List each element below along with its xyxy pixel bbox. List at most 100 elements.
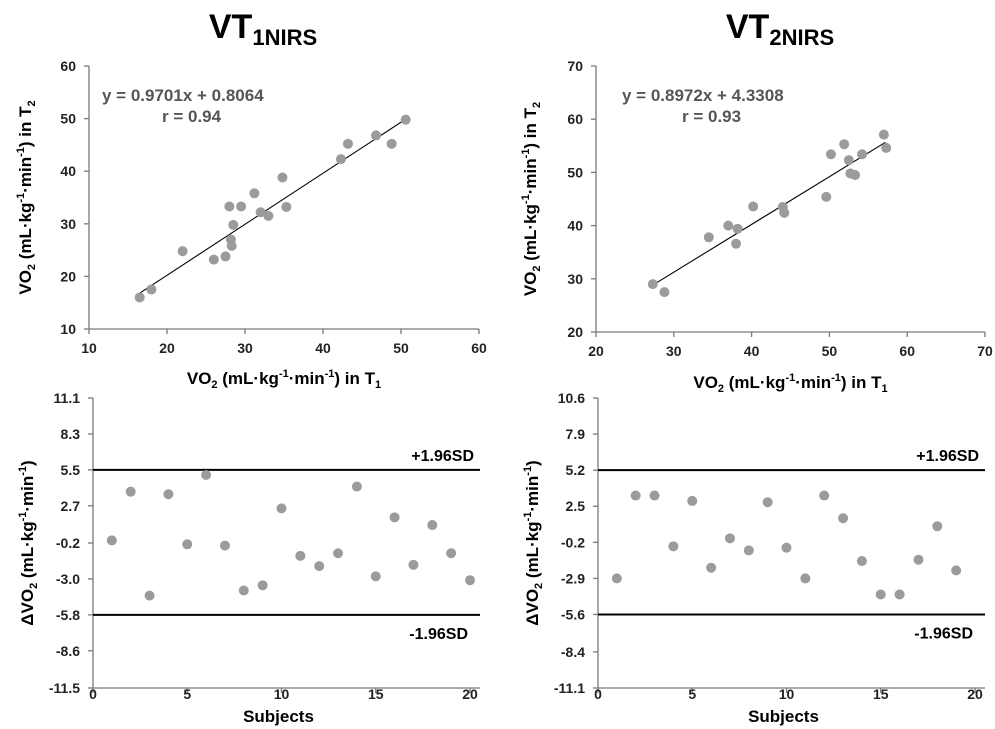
x-axis-label: VO2 (mL·kg-1·min-1) in T1	[187, 368, 381, 391]
label-text: )	[18, 460, 37, 466]
label-superscript: -1	[520, 149, 532, 159]
panel-title: VT2NIRS	[726, 8, 834, 50]
label-text: (mL·kg	[218, 369, 279, 388]
y-tick-label: 20	[60, 268, 76, 284]
data-point	[913, 554, 924, 565]
label-text: VO	[521, 272, 540, 297]
data-point	[743, 545, 754, 556]
label-subscript: 2	[26, 100, 38, 106]
x-tick-label: 20	[462, 686, 478, 702]
x-tick-label: 30	[237, 340, 253, 356]
label-superscript: -1	[520, 194, 532, 204]
y-axis-label: VO2 (mL·kg-1·min-1) in T2	[520, 102, 543, 296]
label-superscript: -1	[279, 368, 289, 380]
regression-line	[139, 116, 410, 294]
data-point	[201, 469, 212, 480]
y-tick-label: 40	[567, 218, 583, 234]
data-point	[106, 535, 117, 546]
y-tick-label: 60	[60, 58, 76, 74]
label-text: (mL·kg	[16, 203, 35, 264]
data-point	[839, 139, 850, 150]
y-tick-label: 8.3	[61, 426, 81, 442]
label-superscript: -1	[15, 147, 27, 157]
label-superscript: -1	[831, 372, 841, 384]
label-subscript: 2	[531, 265, 543, 271]
x-axis-label: VO2 (mL·kg-1·min-1) in T1	[693, 372, 887, 395]
label-subscript: 1	[375, 379, 381, 391]
data-point	[856, 556, 867, 567]
x-tick-label: 50	[393, 340, 409, 356]
x-tick-label: 10	[779, 686, 795, 702]
y-tick-label: -11.5	[49, 680, 80, 696]
data-point	[611, 573, 622, 584]
data-point	[238, 585, 249, 596]
data-point	[335, 154, 346, 165]
label-text: ) in T	[16, 106, 35, 147]
label-text: (mL·kg	[521, 204, 540, 265]
y-tick-label: 11.1	[54, 390, 81, 406]
y-tick-label: 70	[567, 58, 583, 74]
data-point	[236, 201, 247, 212]
data-point	[706, 562, 717, 573]
data-point	[703, 232, 714, 243]
data-point	[781, 542, 792, 553]
data-point	[333, 548, 344, 559]
label-superscript: -1	[15, 193, 27, 203]
title-subscript: 2NIRS	[769, 25, 834, 50]
data-point	[659, 287, 670, 298]
label-text: ) in T	[841, 373, 882, 392]
data-point	[951, 565, 962, 576]
y-tick-label: -11.1	[554, 680, 585, 696]
x-tick-label: 40	[744, 343, 760, 359]
data-point	[144, 590, 155, 601]
y-axis-label: ΔVO2 (mL·kg-1·min-1)	[522, 460, 545, 625]
label-text: (mL·kg	[523, 521, 542, 582]
y-tick-label: -3.0	[56, 571, 80, 587]
y-tick-label: 50	[60, 111, 76, 127]
data-point	[857, 149, 868, 160]
y-tick-label: 50	[567, 164, 583, 180]
label-text: ·min	[523, 476, 542, 512]
data-point	[881, 142, 892, 153]
data-point	[146, 284, 157, 295]
data-point	[277, 172, 288, 183]
y-axis-label: VO2 (mL·kg-1·min-1) in T2	[15, 100, 38, 294]
title-text: VT	[726, 8, 770, 46]
lower-limit-label: -1.96SD	[914, 625, 973, 642]
data-point	[732, 223, 743, 234]
data-point	[220, 251, 231, 262]
y-tick-label: 10	[60, 321, 76, 337]
data-point	[878, 129, 889, 140]
data-point	[800, 573, 811, 584]
y-tick-label: -5.8	[56, 607, 80, 623]
regression-equation: y = 0.8972x + 4.3308	[622, 86, 784, 105]
data-point	[838, 513, 849, 524]
label-text: ·min	[18, 476, 37, 512]
title-text: VT	[209, 8, 253, 46]
label-subscript: 1	[882, 383, 888, 395]
data-point	[208, 254, 219, 265]
label-text: )	[523, 460, 542, 466]
data-point	[400, 114, 411, 125]
data-point	[894, 589, 905, 600]
data-point	[263, 210, 274, 221]
data-point	[228, 219, 239, 230]
lower-limit-label: -1.96SD	[409, 626, 468, 643]
y-tick-label: 5.2	[566, 462, 586, 478]
data-point	[819, 490, 830, 501]
data-point	[224, 201, 235, 212]
bland-altman-panel-2: 0 5 10 15 20 10.6 7.9 5.2 2.5 -0.2 -2.9 -5.6 -8.4 -11…	[522, 390, 985, 726]
x-tick-label: 5	[183, 686, 191, 702]
x-tick-label: 15	[873, 686, 889, 702]
label-text: ) in T	[334, 369, 375, 388]
label-superscript: -1	[325, 368, 335, 380]
data-point	[255, 207, 266, 218]
data-point	[249, 188, 260, 199]
label-text: (mL·kg	[18, 521, 37, 582]
data-point	[649, 490, 660, 501]
data-point	[314, 561, 325, 572]
data-point	[687, 495, 698, 506]
y-tick-label: -0.2	[561, 534, 585, 550]
x-tick-label: 10	[81, 340, 97, 356]
